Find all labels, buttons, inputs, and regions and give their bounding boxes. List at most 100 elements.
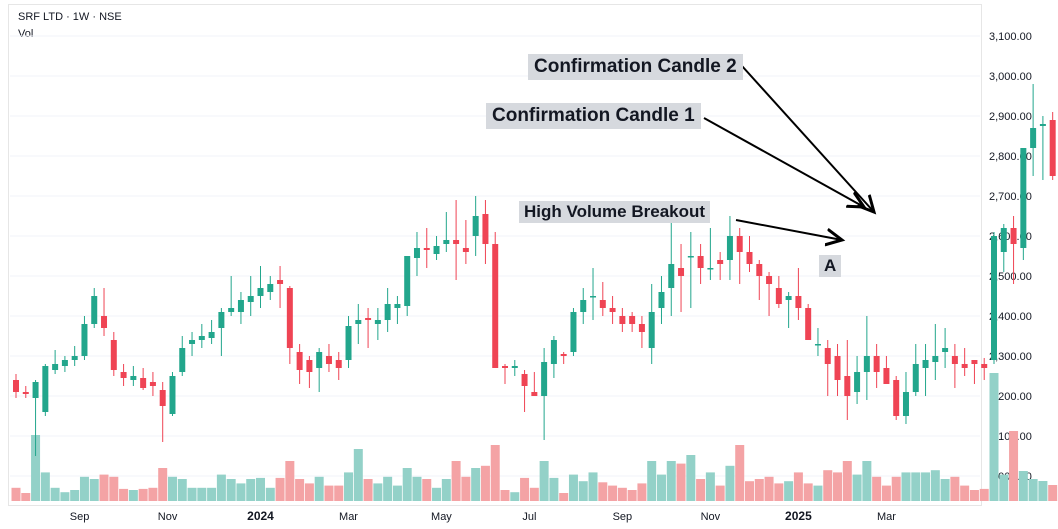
candle-body: [844, 376, 851, 396]
candle-body: [824, 348, 831, 364]
candle-body: [257, 288, 264, 296]
candle-body: [521, 374, 528, 386]
candle-body: [746, 252, 753, 264]
volume-bar: [676, 463, 686, 501]
volume-bar: [11, 487, 21, 501]
candle-body: [912, 364, 919, 392]
candle-body: [365, 318, 372, 320]
volume-bar: [520, 477, 530, 501]
volume-bar: [236, 483, 246, 501]
symbol-legend[interactable]: SRF LTD · 1W · NSE: [18, 11, 122, 23]
volume-bar: [344, 472, 354, 501]
volume-bar: [823, 470, 833, 501]
volume-bar: [412, 476, 422, 501]
candle-body: [81, 324, 88, 356]
volume-bar: [353, 449, 363, 501]
y-tick-label: 2,900.00: [989, 111, 1032, 123]
volume-bar: [392, 485, 402, 501]
volume-bar: [568, 474, 578, 501]
volume-bar: [79, 476, 89, 501]
candle-body: [863, 356, 870, 372]
candle-body: [355, 320, 362, 324]
volume-bar: [930, 470, 940, 501]
x-tick-label: Jul: [522, 511, 536, 523]
candle-body: [394, 304, 401, 308]
volume-bar: [872, 476, 882, 501]
volume-bar: [119, 488, 129, 501]
volume-bar: [109, 476, 119, 501]
candle-body: [404, 256, 411, 306]
volume-bar: [901, 472, 911, 501]
volume-bar: [1009, 431, 1019, 501]
candle-body: [550, 340, 557, 364]
volume-bar: [705, 472, 715, 501]
candle-body: [179, 348, 186, 372]
volume-bar: [480, 465, 490, 501]
candle-body: [374, 320, 381, 324]
volume-bar: [500, 490, 510, 501]
candle-body: [61, 360, 68, 366]
volume-bar: [911, 472, 921, 501]
candle-body: [1030, 128, 1037, 148]
volume-bar: [852, 474, 862, 501]
volume-bar: [324, 485, 334, 501]
candle-body: [756, 264, 763, 276]
candle-body: [629, 316, 636, 324]
candle-body: [531, 392, 538, 396]
volume-legend[interactable]: Vol: [18, 28, 34, 40]
candle-body: [52, 364, 59, 370]
volume-bar: [70, 490, 80, 501]
volume-bar: [128, 490, 138, 501]
annotation-high-volume-breakout: High Volume Breakout: [519, 201, 711, 223]
volume-bar: [138, 488, 148, 501]
volume-bar: [833, 472, 843, 501]
annotation-confirmation-candle-1: Confirmation Candle 1: [486, 103, 701, 129]
volume-bar: [99, 474, 109, 501]
candle-body: [316, 352, 323, 368]
candle-body: [423, 248, 430, 250]
candle-body: [277, 280, 284, 284]
x-tick-label: Mar: [877, 511, 896, 523]
volume-bar: [1018, 471, 1028, 501]
candle-body: [130, 376, 137, 380]
candle-body: [785, 296, 792, 300]
volume-bar: [216, 474, 226, 501]
y-tick-label: 2,200.00: [989, 391, 1032, 403]
x-tick-label: Nov: [701, 511, 721, 523]
candle-body: [1010, 228, 1017, 244]
volume-bar: [813, 485, 823, 501]
volume-bar: [921, 472, 931, 501]
candle-body: [609, 308, 616, 312]
volume-bar: [432, 487, 442, 501]
candle-body: [883, 368, 890, 384]
volume-bar: [422, 479, 432, 501]
volume-bar: [490, 445, 500, 501]
volume-bar: [588, 472, 598, 501]
volume-bar: [285, 461, 295, 501]
candle-body: [306, 360, 313, 372]
volume-bar: [50, 487, 60, 501]
candle-body: [570, 312, 577, 352]
candle-body: [296, 352, 303, 370]
candle-body: [169, 376, 176, 414]
candle-body: [433, 246, 440, 254]
volume-bar: [989, 373, 999, 501]
annotation-confirmation-candle-2: Confirmation Candle 2: [528, 54, 743, 80]
candle-body: [951, 356, 958, 364]
volume-bar: [940, 479, 950, 501]
candle-body: [805, 308, 812, 340]
volume-bar: [402, 468, 412, 501]
y-tick-label: 2,300.00: [989, 351, 1032, 363]
candle-body: [961, 364, 968, 368]
candle-body: [971, 360, 978, 364]
x-tick-label: May: [431, 511, 452, 523]
candle-body: [560, 354, 567, 356]
candle-body: [110, 340, 117, 370]
candle-body: [1020, 148, 1027, 248]
volume-bar: [295, 479, 305, 501]
volume-bar: [383, 476, 393, 501]
volume-bar: [715, 485, 725, 501]
candle-body: [384, 304, 391, 320]
